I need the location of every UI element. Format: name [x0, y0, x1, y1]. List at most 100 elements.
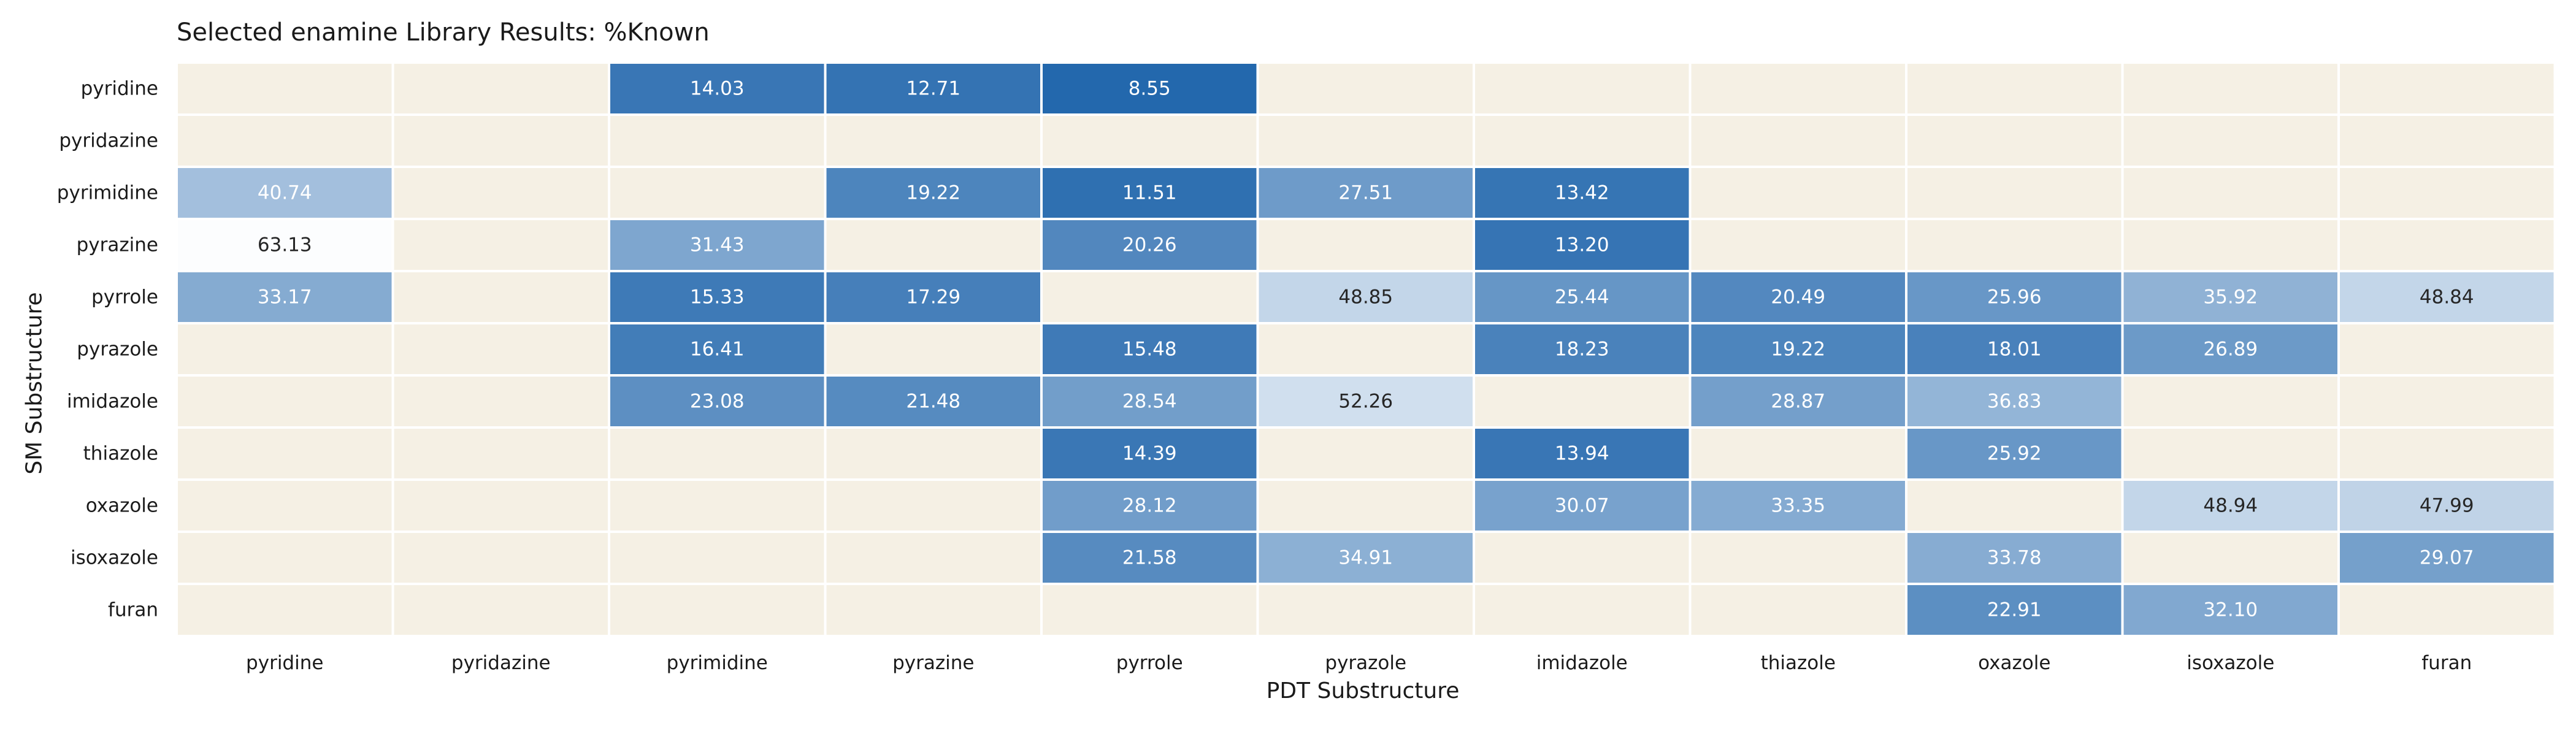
x-tick-label: oxazole — [1978, 652, 2050, 674]
heatmap-cell-empty — [1905, 218, 2124, 272]
heatmap-cell-empty — [1689, 61, 1907, 116]
heatmap-cell — [1040, 322, 1259, 377]
x-tick-label: pyridazine — [451, 652, 551, 674]
cell-value-label: 16.41 — [690, 339, 745, 361]
heatmap-cell — [1040, 531, 1259, 585]
heatmap-cell — [1040, 374, 1259, 429]
x-tick-label: pyrazole — [1325, 652, 1406, 674]
heatmap-cell-empty — [1473, 113, 1692, 168]
heatmap-cell — [608, 374, 827, 429]
heatmap-cell-empty — [1689, 166, 1907, 220]
cell-value-label: 27.51 — [1338, 182, 1393, 204]
heatmap-cell-empty — [1905, 166, 2124, 220]
x-tick-label: furan — [2421, 652, 2472, 674]
heatmap-cell-empty — [1256, 426, 1475, 481]
x-tick-label: pyridine — [246, 652, 323, 674]
heatmap-cell-empty — [175, 374, 394, 429]
heatmap-cell-empty — [1256, 322, 1475, 377]
y-tick-label: pyridine — [81, 78, 158, 100]
heatmap-cell — [1473, 218, 1692, 272]
heatmap-cell-empty — [175, 426, 394, 481]
heatmap-cell — [824, 166, 1043, 220]
heatmap-cell-empty — [391, 113, 610, 168]
heatmap-cell — [1905, 374, 2124, 429]
cell-value-label: 28.87 — [1771, 391, 1825, 413]
x-tick-label: pyrazine — [892, 652, 974, 674]
heatmap-cell-empty — [391, 322, 610, 377]
cell-value-label: 32.10 — [2203, 599, 2258, 621]
heatmap-cell-empty — [1905, 478, 2124, 533]
cell-value-label: 26.89 — [2203, 339, 2258, 361]
cell-value-label: 33.17 — [258, 286, 312, 309]
cell-value-label: 40.74 — [258, 182, 312, 204]
cell-value-label: 48.85 — [1338, 286, 1393, 309]
heatmap-cell — [1689, 374, 1907, 429]
heatmap-cell-empty — [1040, 270, 1259, 324]
x-tick-label: pyrimidine — [667, 652, 768, 674]
heatmap-cell-empty — [391, 61, 610, 116]
cell-value-label: 52.26 — [1338, 391, 1393, 413]
heatmap-cell — [1040, 478, 1259, 533]
heatmap-cell — [1256, 374, 1475, 429]
heatmap-cell-empty — [824, 426, 1043, 481]
y-tick-label: pyrimidine — [57, 182, 158, 204]
heatmap-cell-empty — [2337, 583, 2556, 637]
heatmap-cell-empty — [391, 166, 610, 220]
cell-value-label: 17.29 — [906, 286, 960, 309]
heatmap-cell-empty — [1689, 113, 1907, 168]
cell-value-label: 11.51 — [1122, 182, 1177, 204]
cell-value-label: 35.92 — [2203, 286, 2258, 309]
cell-value-label: 25.44 — [1555, 286, 1609, 309]
heatmap-cell-empty — [2337, 218, 2556, 272]
heatmap-cell-empty — [2121, 166, 2340, 220]
cell-value-label: 13.42 — [1555, 182, 1609, 204]
heatmap-cell-empty — [391, 374, 610, 429]
heatmap-cell-empty — [391, 583, 610, 637]
heatmap-cell-empty — [1040, 113, 1259, 168]
heatmap-cell — [1256, 166, 1475, 220]
cell-value-label: 20.26 — [1122, 234, 1177, 256]
heatmap-cell — [175, 270, 394, 324]
cell-value-label: 13.94 — [1555, 443, 1609, 465]
y-tick-label: thiazole — [83, 443, 158, 465]
heatmap-cell-empty — [1256, 478, 1475, 533]
heatmap-cell-empty — [1473, 583, 1692, 637]
y-tick-label: pyrazole — [77, 339, 158, 361]
heatmap-cell-empty — [824, 113, 1043, 168]
heatmap-cell-empty — [1256, 583, 1475, 637]
heatmap-cell-empty — [1473, 531, 1692, 585]
cell-value-label: 33.35 — [1771, 495, 1825, 517]
heatmap-cell-empty — [608, 166, 827, 220]
x-tick-label: isoxazole — [2187, 652, 2274, 674]
heatmap-cell-empty — [2337, 426, 2556, 481]
heatmap-cell-empty — [824, 218, 1043, 272]
y-tick-label: oxazole — [86, 495, 158, 517]
heatmap-cell — [2337, 478, 2556, 533]
heatmap-cell-empty — [1256, 113, 1475, 168]
cell-value-label: 20.49 — [1771, 286, 1825, 309]
y-tick-label: furan — [108, 599, 158, 621]
heatmap-cell-empty — [608, 478, 827, 533]
cell-value-label: 28.12 — [1122, 495, 1177, 517]
heatmap-cell-empty — [1689, 426, 1907, 481]
cell-value-label: 13.20 — [1555, 234, 1609, 256]
heatmap-cell — [2121, 478, 2340, 533]
cell-value-label: 31.43 — [690, 234, 745, 256]
cell-value-label: 14.03 — [690, 78, 745, 100]
heatmap-cell-empty — [1040, 583, 1259, 637]
heatmap-cell-empty — [824, 583, 1043, 637]
cell-value-label: 63.13 — [258, 234, 312, 256]
heatmap-cell-empty — [175, 531, 394, 585]
heatmap-cell — [1905, 426, 2124, 481]
cell-value-label: 29.07 — [2420, 547, 2474, 569]
heatmap-cell-empty — [175, 583, 394, 637]
heatmap-cell-empty — [2121, 531, 2340, 585]
cell-value-label: 22.91 — [1987, 599, 2042, 621]
cell-value-label: 33.78 — [1987, 547, 2042, 569]
cell-value-label: 21.58 — [1122, 547, 1177, 569]
cell-value-label: 15.48 — [1122, 339, 1177, 361]
heatmap-cell-empty — [608, 113, 827, 168]
cell-value-label: 18.23 — [1555, 339, 1609, 361]
cell-value-label: 48.94 — [2203, 495, 2258, 517]
